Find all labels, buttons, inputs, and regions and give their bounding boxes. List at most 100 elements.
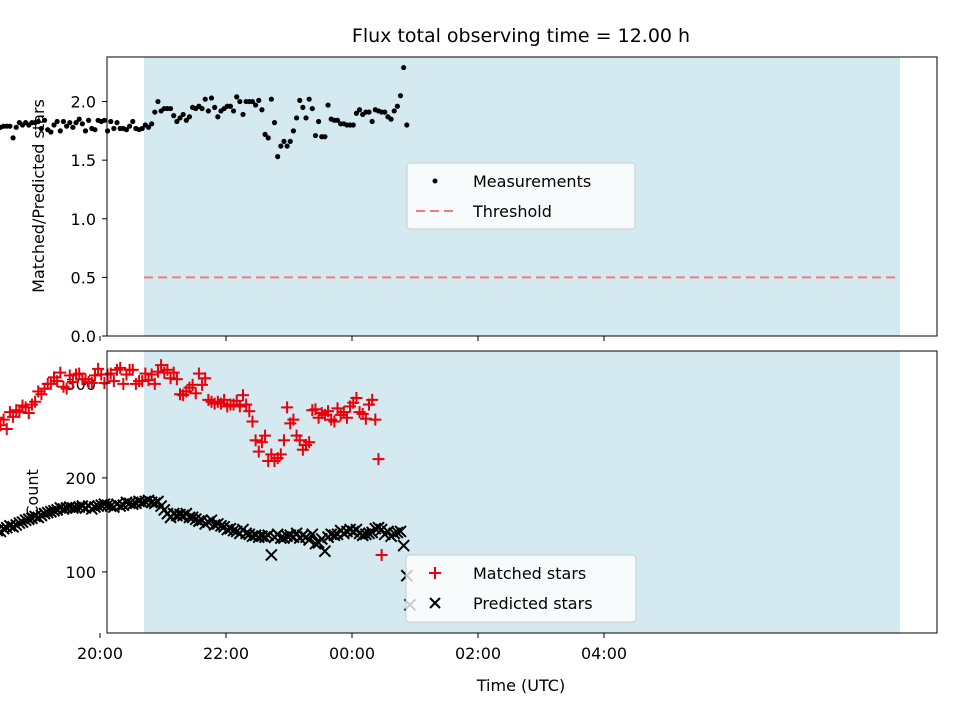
measurement-point: [130, 118, 136, 125]
measurement-point: [202, 96, 208, 102]
predicted-star-point: [47, 504, 61, 518]
measurement-point: [76, 116, 82, 122]
matched-star-point: [117, 377, 130, 390]
measurement-point: [297, 97, 303, 103]
matched-star-point: [148, 377, 161, 390]
measurement-point: [230, 108, 237, 114]
measurement-point: [171, 113, 177, 119]
matched-star-point: [274, 448, 287, 461]
measurement-point: [262, 131, 268, 137]
measurement-point: [35, 118, 41, 125]
matched-star-point: [249, 434, 262, 447]
measurement-point: [353, 110, 360, 116]
measurement-point: [312, 132, 319, 139]
x-tick-label: 00:00: [329, 644, 375, 663]
x-tick-label: 04:00: [581, 644, 627, 663]
measurement-point: [208, 95, 215, 101]
matched-star-point: [54, 366, 67, 379]
measurement-point: [356, 107, 363, 113]
bottom-plot-frame: [106, 350, 938, 634]
measurement-point: [149, 121, 155, 127]
matched-star-point: [114, 361, 127, 374]
predicted-star-point: [328, 529, 341, 542]
measurement-point: [284, 143, 290, 149]
bottom-y-tick-label: 200: [65, 469, 96, 488]
predicted-star-point: [306, 528, 319, 541]
measurement-point: [275, 154, 281, 160]
predicted-star-point: [397, 539, 410, 552]
measurement-point: [391, 108, 397, 114]
matched-star-point: [167, 366, 180, 379]
top-y-tick-label: 1.5: [71, 151, 96, 170]
matched-star-point: [51, 375, 64, 388]
matched-star-point: [259, 429, 272, 442]
top-plot-frame: [106, 56, 938, 337]
measurement-point: [259, 107, 265, 113]
matched-star-point: [60, 382, 73, 395]
predicted-stars-points: [0, 494, 417, 612]
measurement-point: [227, 103, 234, 109]
measurement-point: [152, 109, 158, 115]
matched-stars-points: [0, 359, 388, 561]
measurement-point: [127, 123, 133, 129]
measurement-point: [287, 138, 293, 145]
x-tick-label: 02:00: [455, 644, 501, 663]
matched-star-point: [237, 389, 250, 402]
predicted-star-point: [0, 522, 10, 535]
measurement-point: [54, 118, 60, 125]
measurement-point: [325, 102, 331, 108]
measurement-point: [67, 120, 73, 126]
measurement-point: [300, 104, 306, 111]
matched-star-point: [277, 434, 290, 447]
measurement-point: [139, 125, 145, 132]
predicted-star-point: [362, 527, 376, 540]
predicted-star-point: [265, 548, 278, 562]
matched-star-point: [309, 403, 322, 416]
measurement-point: [79, 121, 85, 127]
matched-star-point: [252, 445, 265, 458]
matched-star-point: [192, 367, 205, 380]
matched-star-point: [44, 377, 57, 390]
top-legend-box: [406, 162, 636, 230]
legend-predicted-marker: [429, 597, 441, 609]
matched-star-point: [328, 415, 341, 428]
measurement-point: [265, 135, 271, 141]
bottom-legend-box: [405, 554, 637, 623]
measurement-point: [82, 128, 89, 134]
measurement-point: [57, 128, 63, 134]
matched-star-point: [331, 402, 344, 415]
matched-star-point: [322, 405, 335, 418]
measurements-points: [0, 64, 410, 160]
matched-star-point: [7, 410, 20, 423]
measurement-point: [64, 123, 70, 129]
matched-star-point: [189, 387, 202, 400]
measurement-point: [382, 109, 388, 115]
matched-star-point: [155, 359, 168, 372]
measurement-point: [249, 98, 256, 105]
matched-star-point: [303, 436, 316, 449]
matched-star-point: [233, 400, 246, 413]
legend-predicted-label: Predicted stars: [473, 594, 593, 613]
measurement-point: [350, 122, 356, 128]
matched-star-point: [22, 407, 35, 420]
measurement-point: [215, 114, 221, 120]
matched-star-point: [29, 395, 42, 408]
bottom-y-axis-label: Count: [23, 469, 42, 517]
measurement-point: [212, 104, 218, 111]
measurement-point: [123, 127, 130, 133]
measurement-point: [322, 134, 328, 140]
top-y-tick-label: 0.5: [71, 268, 96, 287]
matched-star-point: [170, 373, 183, 386]
measurement-point: [237, 98, 243, 105]
matched-star-point: [66, 376, 79, 389]
measurement-point: [101, 117, 108, 123]
top-panel: Flux total observing time = 12.00 h Matc…: [0, 25, 938, 346]
measurement-point: [234, 94, 240, 100]
measurement-point: [205, 108, 211, 114]
matched-star-point: [145, 368, 158, 381]
legend-matched-label: Matched stars: [473, 564, 586, 583]
measurement-point: [155, 98, 161, 105]
measurement-point: [290, 128, 297, 134]
measurement-point: [394, 103, 400, 109]
measurement-point: [180, 111, 186, 118]
